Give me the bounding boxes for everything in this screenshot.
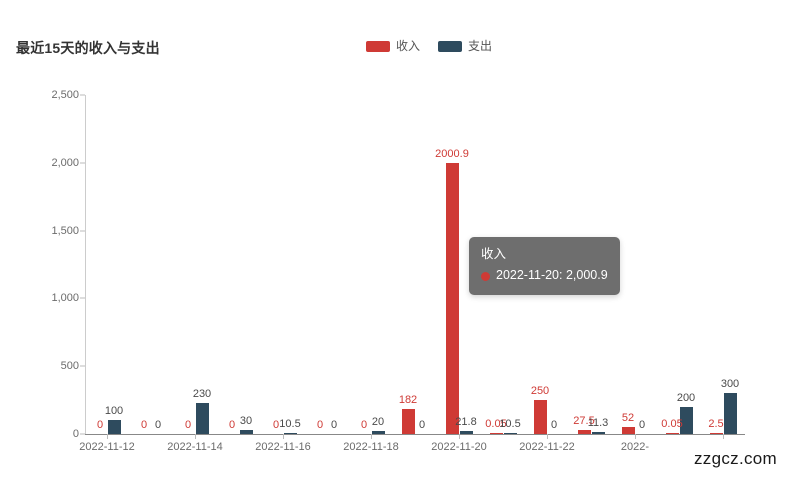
tooltip-row: 2022-11-20: 2,000.9 xyxy=(481,266,608,285)
legend-item-income[interactable]: 收入 xyxy=(366,40,420,52)
y-axis-tick-label: 2,500 xyxy=(51,89,79,101)
y-axis-tick-mark xyxy=(80,433,85,435)
bar-value-label-expense: 0 xyxy=(330,419,338,431)
bar-income[interactable] xyxy=(621,426,635,434)
x-axis-tick-label: 2022-11-18 xyxy=(343,441,399,453)
bar-income[interactable] xyxy=(709,433,723,434)
bar-expense[interactable] xyxy=(195,402,209,434)
bar-value-label-expense: 0 xyxy=(154,419,162,431)
y-axis-tick-label: 2,000 xyxy=(51,156,79,169)
bar-value-label-expense: 0 xyxy=(550,419,558,431)
bar-expense[interactable] xyxy=(503,432,517,434)
bar-value-label-expense: 300 xyxy=(720,378,740,391)
bar-value-label-expense: 20 xyxy=(371,416,385,429)
x-axis-tick-mark xyxy=(371,434,372,439)
bar-expense[interactable] xyxy=(679,406,693,434)
y-axis-tick-label: 1,500 xyxy=(51,224,79,237)
x-axis-tick-mark xyxy=(635,434,636,439)
bar-value-label-expense: 30 xyxy=(239,414,253,427)
bar-expense[interactable] xyxy=(283,432,297,434)
bar-income[interactable] xyxy=(445,162,459,434)
x-axis-tick-mark xyxy=(283,434,284,439)
bar-value-label-income: 0 xyxy=(272,419,280,431)
x-axis-tick-mark xyxy=(195,434,196,439)
y-axis-tick-mark xyxy=(80,365,85,367)
bar-value-label-income: 0 xyxy=(360,419,368,431)
y-axis-tick-mark xyxy=(80,297,85,299)
bar-income[interactable] xyxy=(489,433,503,434)
bar-value-label-income: 0 xyxy=(228,419,236,431)
legend-swatch-expense xyxy=(438,40,463,52)
bar-value-label-expense: 10.5 xyxy=(499,417,521,430)
tooltip-title: 收入 xyxy=(481,247,507,261)
watermark: zzgcz.com xyxy=(694,449,777,468)
bar-value-label-income: 0 xyxy=(96,419,104,431)
bar-value-label-expense: 10.5 xyxy=(279,417,301,430)
x-axis-tick-mark xyxy=(723,434,724,439)
bar-expense[interactable] xyxy=(591,432,605,434)
legend-label-income: 收入 xyxy=(396,39,421,53)
y-axis-tick-label: 1,000 xyxy=(51,292,79,305)
bar-value-label-income: 0 xyxy=(316,419,324,431)
chart-title: 最近15天的收入与支出 xyxy=(16,40,160,56)
x-axis-tick-mark xyxy=(547,434,548,439)
x-axis-tick-label: 2022-11-14 xyxy=(167,441,223,453)
tooltip-value: 2022-11-20: 2,000.9 xyxy=(496,268,608,283)
bar-income[interactable] xyxy=(665,433,679,434)
bar-value-label-income: 2000.9 xyxy=(435,147,469,160)
bar-value-label-income: 2.5 xyxy=(708,418,724,430)
bar-value-label-expense: 21.8 xyxy=(455,416,477,429)
bar-value-label-income: 250 xyxy=(530,385,550,398)
bar-expense[interactable] xyxy=(371,431,385,434)
tooltip-marker-icon xyxy=(481,271,490,281)
bar-expense[interactable] xyxy=(107,420,121,434)
x-axis-tick-label: 2022-11-22 xyxy=(519,441,575,453)
legend-item-expense[interactable]: 支出 xyxy=(438,40,492,52)
bar-expense[interactable] xyxy=(239,429,253,434)
y-axis-tick-mark xyxy=(80,230,85,232)
legend-swatch-income xyxy=(366,40,390,52)
bar-income[interactable] xyxy=(577,430,591,434)
bar-income[interactable] xyxy=(533,400,547,434)
bar-value-label-expense: 230 xyxy=(192,387,212,400)
chart-tooltip: 收入 2022-11-20: 2,000.9 xyxy=(469,237,620,295)
bar-value-label-income: 27.5 xyxy=(573,415,595,428)
x-axis-tick-label: 2022-11-12 xyxy=(79,441,135,453)
x-axis-line xyxy=(85,434,745,435)
y-axis-tick-label: 500 xyxy=(60,360,79,373)
x-axis-tick-mark xyxy=(459,434,460,439)
x-axis-tick-label: 2022-11-20 xyxy=(431,441,487,453)
bar-value-label-income: 0 xyxy=(140,419,148,431)
y-axis-line xyxy=(85,95,86,434)
bar-expense[interactable] xyxy=(459,431,473,434)
chart-legend: 收入 支出 xyxy=(366,40,492,52)
legend-label-expense: 支出 xyxy=(468,39,493,53)
bar-income[interactable] xyxy=(401,409,415,434)
bar-value-label-income: 0.05 xyxy=(661,418,683,430)
bar-value-label-income: 0 xyxy=(184,419,192,431)
plot-area: 0 500 1,000 1,500 2,000 2,500 0 100 0 0 0 230 0 30 0 10… xyxy=(51,89,745,440)
bar-value-label-income: 52 xyxy=(621,411,635,424)
bar-expense[interactable] xyxy=(723,393,737,434)
bar-value-label-income: 182 xyxy=(398,394,418,407)
bar-value-label-expense: 200 xyxy=(676,391,696,404)
bar-value-label-income: 0.05 xyxy=(485,418,507,430)
x-axis-tick-mark xyxy=(107,434,108,439)
x-axis-tick-label: 2022- xyxy=(620,441,650,453)
y-axis-tick-label: 0 xyxy=(72,428,79,440)
bar-value-label-expense: 0 xyxy=(638,419,646,431)
bar-value-label-expense: 0 xyxy=(418,419,426,431)
y-axis-tick-mark xyxy=(80,94,85,96)
x-axis-tick-label: 2022-11-16 xyxy=(255,441,311,453)
bar-value-label-expense: 11.3 xyxy=(587,417,609,430)
y-axis-tick-mark xyxy=(80,162,85,164)
bar-value-label-expense: 100 xyxy=(104,405,124,418)
